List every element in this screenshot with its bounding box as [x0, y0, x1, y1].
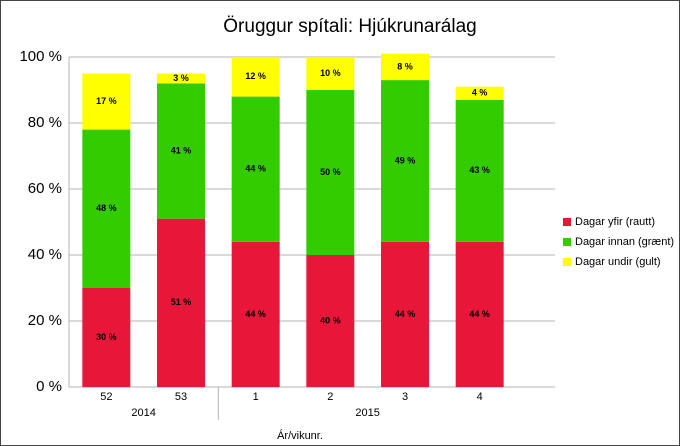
y-tick-label: 0 %	[36, 378, 62, 395]
x-tick-label: 2	[327, 391, 333, 403]
legend-swatch	[563, 238, 571, 246]
value-label: 49 %	[395, 155, 416, 165]
value-label: 43 %	[469, 165, 490, 175]
value-label: 44 %	[245, 309, 266, 319]
value-label: 48 %	[96, 203, 117, 213]
value-label: 17 %	[96, 96, 117, 106]
legend-label: Dagar yfir (rautt)	[575, 216, 655, 228]
bar-segment	[455, 86, 504, 100]
bar-segment	[82, 129, 131, 288]
bar-segment	[306, 90, 355, 255]
bar-segment	[381, 53, 429, 81]
bar-segment	[306, 57, 355, 90]
x-tick-label: 4	[477, 391, 483, 403]
x-axis-label: Ár/vikunr.	[277, 429, 323, 442]
bar-segment	[82, 288, 131, 387]
value-label: 44 %	[469, 309, 490, 319]
x-group-label: 2015	[355, 407, 379, 419]
bar-segment	[306, 255, 355, 387]
bar-segment	[231, 57, 280, 97]
y-tick-label: 60 %	[28, 180, 62, 197]
y-tick-label: 20 %	[28, 312, 62, 329]
value-label: 3 %	[173, 73, 189, 83]
bar-segment	[157, 83, 205, 219]
x-group-label: 2014	[131, 407, 155, 419]
value-label: 50 %	[320, 167, 341, 177]
bar-segment	[455, 99, 504, 242]
bar-segment	[231, 96, 280, 242]
legend-label: Dagar innan (grænt)	[575, 236, 674, 248]
bar-segment	[157, 73, 205, 84]
bar-segment	[82, 73, 131, 130]
y-tick-label: 80 %	[28, 114, 62, 131]
bar-segment	[157, 218, 205, 387]
legend-label: Dagar undir (gult)	[575, 256, 661, 268]
value-label: 44 %	[395, 309, 416, 319]
bar-segment	[455, 241, 504, 387]
chart-title: Öruggur spítali: Hjúkrunarálag	[223, 16, 476, 37]
y-tick-label: 40 %	[28, 246, 62, 263]
value-label: 10 %	[320, 68, 341, 78]
value-label: 51 %	[171, 297, 192, 307]
x-tick-label: 53	[175, 391, 187, 403]
legend-swatch	[563, 218, 571, 226]
value-label: 40 %	[320, 315, 341, 325]
x-tick-label: 3	[402, 391, 408, 403]
value-label: 30 %	[96, 332, 117, 342]
y-tick-label: 100 %	[19, 48, 62, 65]
value-label: 41 %	[171, 145, 192, 155]
bar-segment	[381, 80, 429, 242]
x-tick-label: 1	[253, 391, 259, 403]
value-label: 12 %	[245, 71, 266, 81]
value-label: 44 %	[245, 164, 266, 174]
value-label: 4 %	[472, 88, 488, 98]
bar-segment	[381, 241, 429, 387]
x-tick-label: 52	[100, 391, 112, 403]
bar-segment	[231, 241, 280, 387]
legend-swatch	[563, 258, 571, 266]
value-label: 8 %	[397, 61, 413, 71]
